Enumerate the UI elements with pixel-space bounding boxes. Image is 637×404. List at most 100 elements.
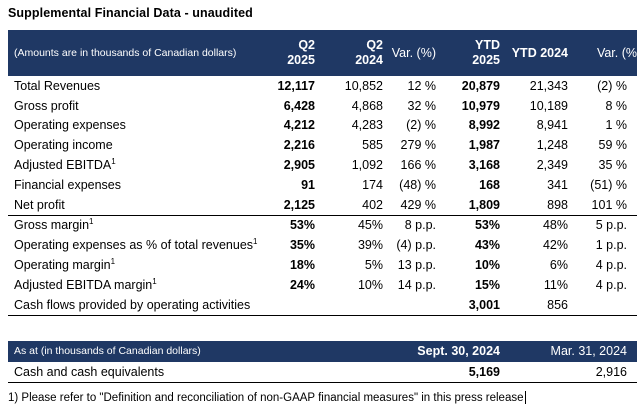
value-cell: 2,916 bbox=[500, 361, 637, 383]
value-cell: 856 bbox=[500, 294, 568, 316]
footnote-reference: 1 bbox=[253, 237, 258, 247]
row-label: Total Revenues bbox=[14, 78, 101, 93]
footnote-reference: 1 bbox=[89, 217, 94, 227]
value-cell: 6,428 bbox=[283, 98, 315, 113]
value-cell: 35 % bbox=[598, 158, 628, 173]
value-cell: 101 % bbox=[568, 194, 637, 216]
value-cell: 10,189 bbox=[529, 98, 568, 113]
value-cell: 2,125 bbox=[253, 194, 315, 216]
col-header-mar-31-2024: Mar. 31, 2024 bbox=[500, 340, 637, 362]
row-label: Adjusted EBITDA margin1 bbox=[14, 276, 157, 292]
footnote-reference: 1 bbox=[111, 156, 116, 166]
value-cell: 24% bbox=[289, 277, 315, 292]
value-cell: 10,852 bbox=[344, 78, 383, 93]
value-cell: 42% bbox=[542, 238, 568, 253]
col-header-var-ytd: Var. (% bbox=[568, 30, 637, 76]
table-row: Gross margin1 53% 45% 8 p.p. 53% 48% 5 p.p. bbox=[8, 215, 637, 235]
value-cell: 8 p.p. bbox=[404, 218, 436, 233]
value-cell: 10% bbox=[474, 258, 500, 273]
value-cell: 32 % bbox=[407, 98, 437, 113]
col-header-ytd-2024: YTD 2024 bbox=[500, 30, 568, 76]
value-cell bbox=[383, 294, 436, 316]
value-cell: 91 bbox=[301, 177, 315, 192]
value-cell: 4 p.p. bbox=[595, 258, 627, 273]
value-cell: 10% bbox=[357, 277, 383, 292]
financial-table-header-row: (Amounts are in thousands of Canadian do… bbox=[8, 30, 637, 76]
value-cell: (2) % bbox=[597, 78, 627, 93]
row-label: Gross margin1 bbox=[14, 217, 94, 233]
row-label: Adjusted EBITDA1 bbox=[14, 156, 116, 173]
supplemental-financial-table: (Amounts are in thousands of Canadian do… bbox=[8, 30, 637, 316]
row-label: Operating margin1 bbox=[14, 256, 116, 273]
col-header-ytd-2025: YTD 2025 bbox=[436, 30, 500, 76]
value-cell: 10,979 bbox=[461, 98, 500, 113]
value-cell: 12 % bbox=[407, 78, 437, 93]
col-header-q2-2024: Q2 2024 bbox=[315, 30, 383, 76]
table-row: Net profit 2,125 402 429 % 1,809 898 101 % bbox=[8, 194, 637, 216]
table-row: Total Revenues 12,117 10,852 12 % 20,879 21,3… bbox=[8, 76, 637, 96]
value-cell: 1,248 bbox=[536, 138, 568, 153]
footnote-reference: 1 bbox=[152, 276, 157, 286]
value-cell: 39% bbox=[357, 238, 383, 253]
row-label: Net profit bbox=[8, 194, 253, 216]
value-cell bbox=[568, 294, 637, 316]
col-header-q2-2025: Q2 2025 bbox=[253, 30, 315, 76]
table-row: Financial expenses 91 174 (48) % 168 341 (51) … bbox=[8, 175, 637, 195]
value-cell: 45% bbox=[357, 218, 383, 233]
col-header-var-q2: Var. (%) bbox=[383, 30, 436, 76]
value-cell: 53% bbox=[474, 218, 500, 233]
value-cell: 402 bbox=[315, 194, 383, 216]
table-row: Adjusted EBITDA margin1 24% 10% 14 p.p. 15% 1… bbox=[8, 275, 637, 295]
value-cell: 6% bbox=[549, 258, 568, 273]
value-cell bbox=[253, 294, 315, 316]
value-cell: 14 p.p. bbox=[397, 277, 436, 292]
value-cell: (2) % bbox=[406, 118, 436, 133]
value-cell: 8 % bbox=[605, 98, 627, 113]
value-cell: 166 % bbox=[400, 158, 436, 173]
value-cell: 279 % bbox=[400, 138, 436, 153]
row-label: Operating expenses bbox=[14, 118, 126, 133]
value-cell: 1 % bbox=[605, 118, 627, 133]
value-cell: 4,868 bbox=[351, 98, 383, 113]
value-cell: 1,987 bbox=[468, 138, 500, 153]
page-title: Supplemental Financial Data - unaudited bbox=[8, 6, 253, 20]
table-row: Operating margin1 18% 5% 13 p.p. 10% 6% 4 p.p. bbox=[8, 255, 637, 275]
value-cell: 43% bbox=[474, 238, 500, 253]
value-cell bbox=[315, 294, 383, 316]
row-label: Operating income bbox=[14, 138, 113, 153]
value-cell: 11% bbox=[543, 277, 568, 292]
value-cell: 48% bbox=[542, 218, 568, 233]
value-cell: 168 bbox=[479, 177, 500, 192]
value-cell: 53% bbox=[289, 218, 315, 233]
value-cell: 5% bbox=[364, 258, 383, 273]
table-row: Operating income 2,216 585 279 % 1,987 1,248 5… bbox=[8, 135, 637, 155]
row-label: Gross profit bbox=[14, 98, 79, 113]
value-cell: 2,349 bbox=[536, 158, 568, 173]
value-cell: 15% bbox=[474, 277, 500, 292]
table-row: Adjusted EBITDA1 2,905 1,092 166 % 3,168 2,34… bbox=[8, 155, 637, 175]
value-cell: 20,879 bbox=[461, 78, 500, 93]
value-cell: 4 p.p. bbox=[595, 277, 627, 292]
table-row: Cash and cash equivalents 5,169 2,916 bbox=[8, 361, 637, 383]
value-cell: 898 bbox=[500, 194, 568, 216]
amounts-note-header: (Amounts are in thousands of Canadian do… bbox=[8, 30, 253, 76]
value-cell: 13 p.p. bbox=[397, 258, 436, 273]
row-label: Cash flows provided by operating activit… bbox=[8, 294, 253, 316]
value-cell: 8,941 bbox=[536, 118, 568, 133]
table-row: Gross profit 6,428 4,868 32 % 10,979 10,189 8 … bbox=[8, 96, 637, 116]
table-row: Operating expenses as % of total revenue… bbox=[8, 235, 637, 255]
text-cursor bbox=[524, 390, 526, 404]
as-at-note-header: As at (in thousands of Canadian dollars) bbox=[8, 340, 253, 362]
value-cell: 35% bbox=[289, 238, 315, 253]
value-cell: 12,117 bbox=[277, 78, 315, 93]
row-label: Cash and cash equivalents bbox=[8, 361, 253, 383]
value-cell: 59 % bbox=[598, 138, 628, 153]
balance-table: As at (in thousands of Canadian dollars)… bbox=[8, 340, 637, 383]
col-header-sept-30-2024: Sept. 30, 2024 bbox=[253, 340, 500, 362]
value-cell: 3,001 bbox=[436, 294, 500, 316]
value-cell: (4) p.p. bbox=[396, 238, 436, 253]
row-label: Operating expenses as % of total revenue… bbox=[14, 237, 258, 253]
footnote: 1) Please refer to "Definition and recon… bbox=[8, 390, 637, 404]
value-cell: 2,216 bbox=[283, 138, 315, 153]
